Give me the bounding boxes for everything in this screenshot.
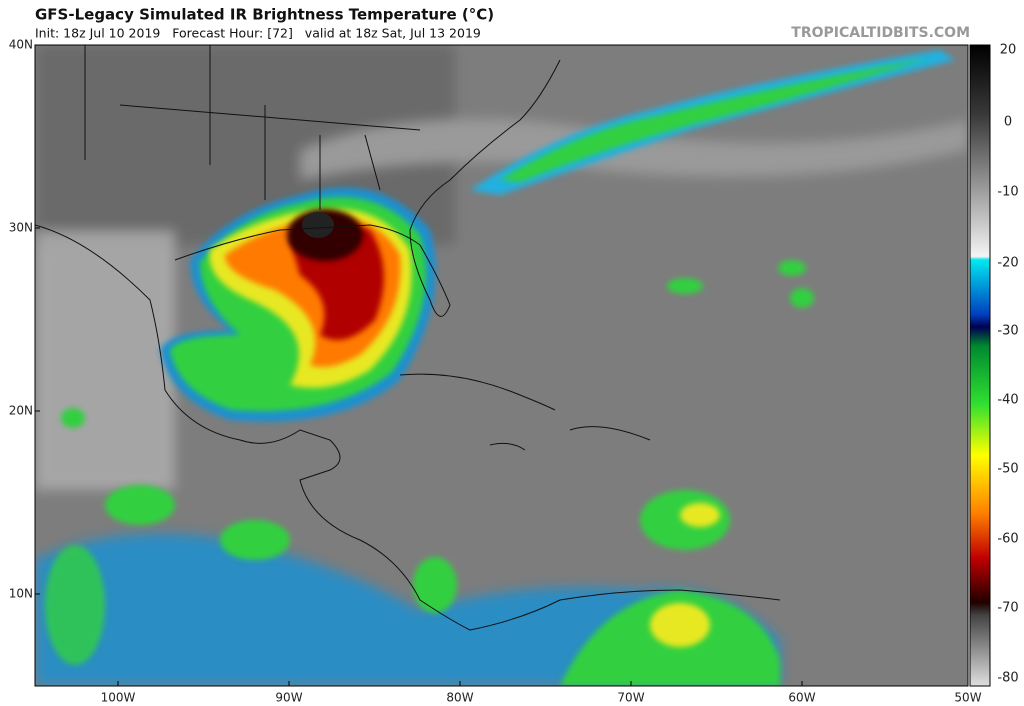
lat-label: 30N: [9, 221, 33, 235]
storm-eye: [302, 212, 334, 238]
convection: [778, 260, 806, 276]
colorbar-label: -10: [997, 185, 1018, 200]
lon-label: 60W: [788, 691, 815, 705]
colorbar: [969, 44, 991, 687]
coastline: [399, 373, 651, 451]
colorbar-label: -20: [997, 256, 1018, 271]
lat-label: 20N: [9, 404, 33, 418]
convection: [105, 485, 175, 525]
colorbar-label: -40: [997, 393, 1018, 408]
colorbar-label: -60: [997, 532, 1018, 547]
colorbar-label: 20: [1000, 43, 1017, 58]
map: [35, 45, 968, 686]
credit: TROPICALTIDBITS.COM: [791, 25, 970, 41]
convection: [790, 288, 814, 308]
colorbar-label: -80: [997, 671, 1018, 686]
convection: [61, 408, 85, 428]
cloud-band: [500, 58, 930, 182]
lon-label: 90W: [275, 691, 302, 705]
convection: [45, 545, 105, 665]
land-shade: [35, 230, 175, 490]
convection: [650, 603, 710, 647]
lat-label: 10N: [9, 587, 33, 601]
lat-label: 40N: [9, 38, 33, 52]
colorbar-label: -30: [997, 324, 1018, 339]
colorbar-label: -50: [997, 462, 1018, 477]
lon-label: 70W: [617, 691, 644, 705]
map-frame: [34, 44, 969, 687]
coastline: [35, 224, 781, 631]
lon-label: 100W: [101, 691, 136, 705]
coastline: [174, 59, 561, 317]
cloud-band: [470, 50, 955, 195]
convection: [667, 278, 703, 294]
labels: 40N 30N 20N 10N 100W 90W 80W 70W 60W 50W 20 0 -10 -20…: [9, 38, 1019, 705]
convection: [413, 557, 457, 613]
lon-label: 80W: [446, 691, 473, 705]
title: GFS-Legacy Simulated IR Brightness Tempe…: [35, 6, 494, 24]
lon-label: 50W: [954, 691, 981, 705]
colorbar-label: 0: [1004, 115, 1012, 130]
cloud-band: [300, 118, 968, 180]
border: [84, 45, 421, 210]
convection: [220, 520, 290, 560]
convection: [680, 503, 720, 527]
colorbar-label: -70: [997, 601, 1018, 616]
subtitle: Init: 18z Jul 10 2019 Forecast Hour: [72…: [35, 26, 481, 41]
